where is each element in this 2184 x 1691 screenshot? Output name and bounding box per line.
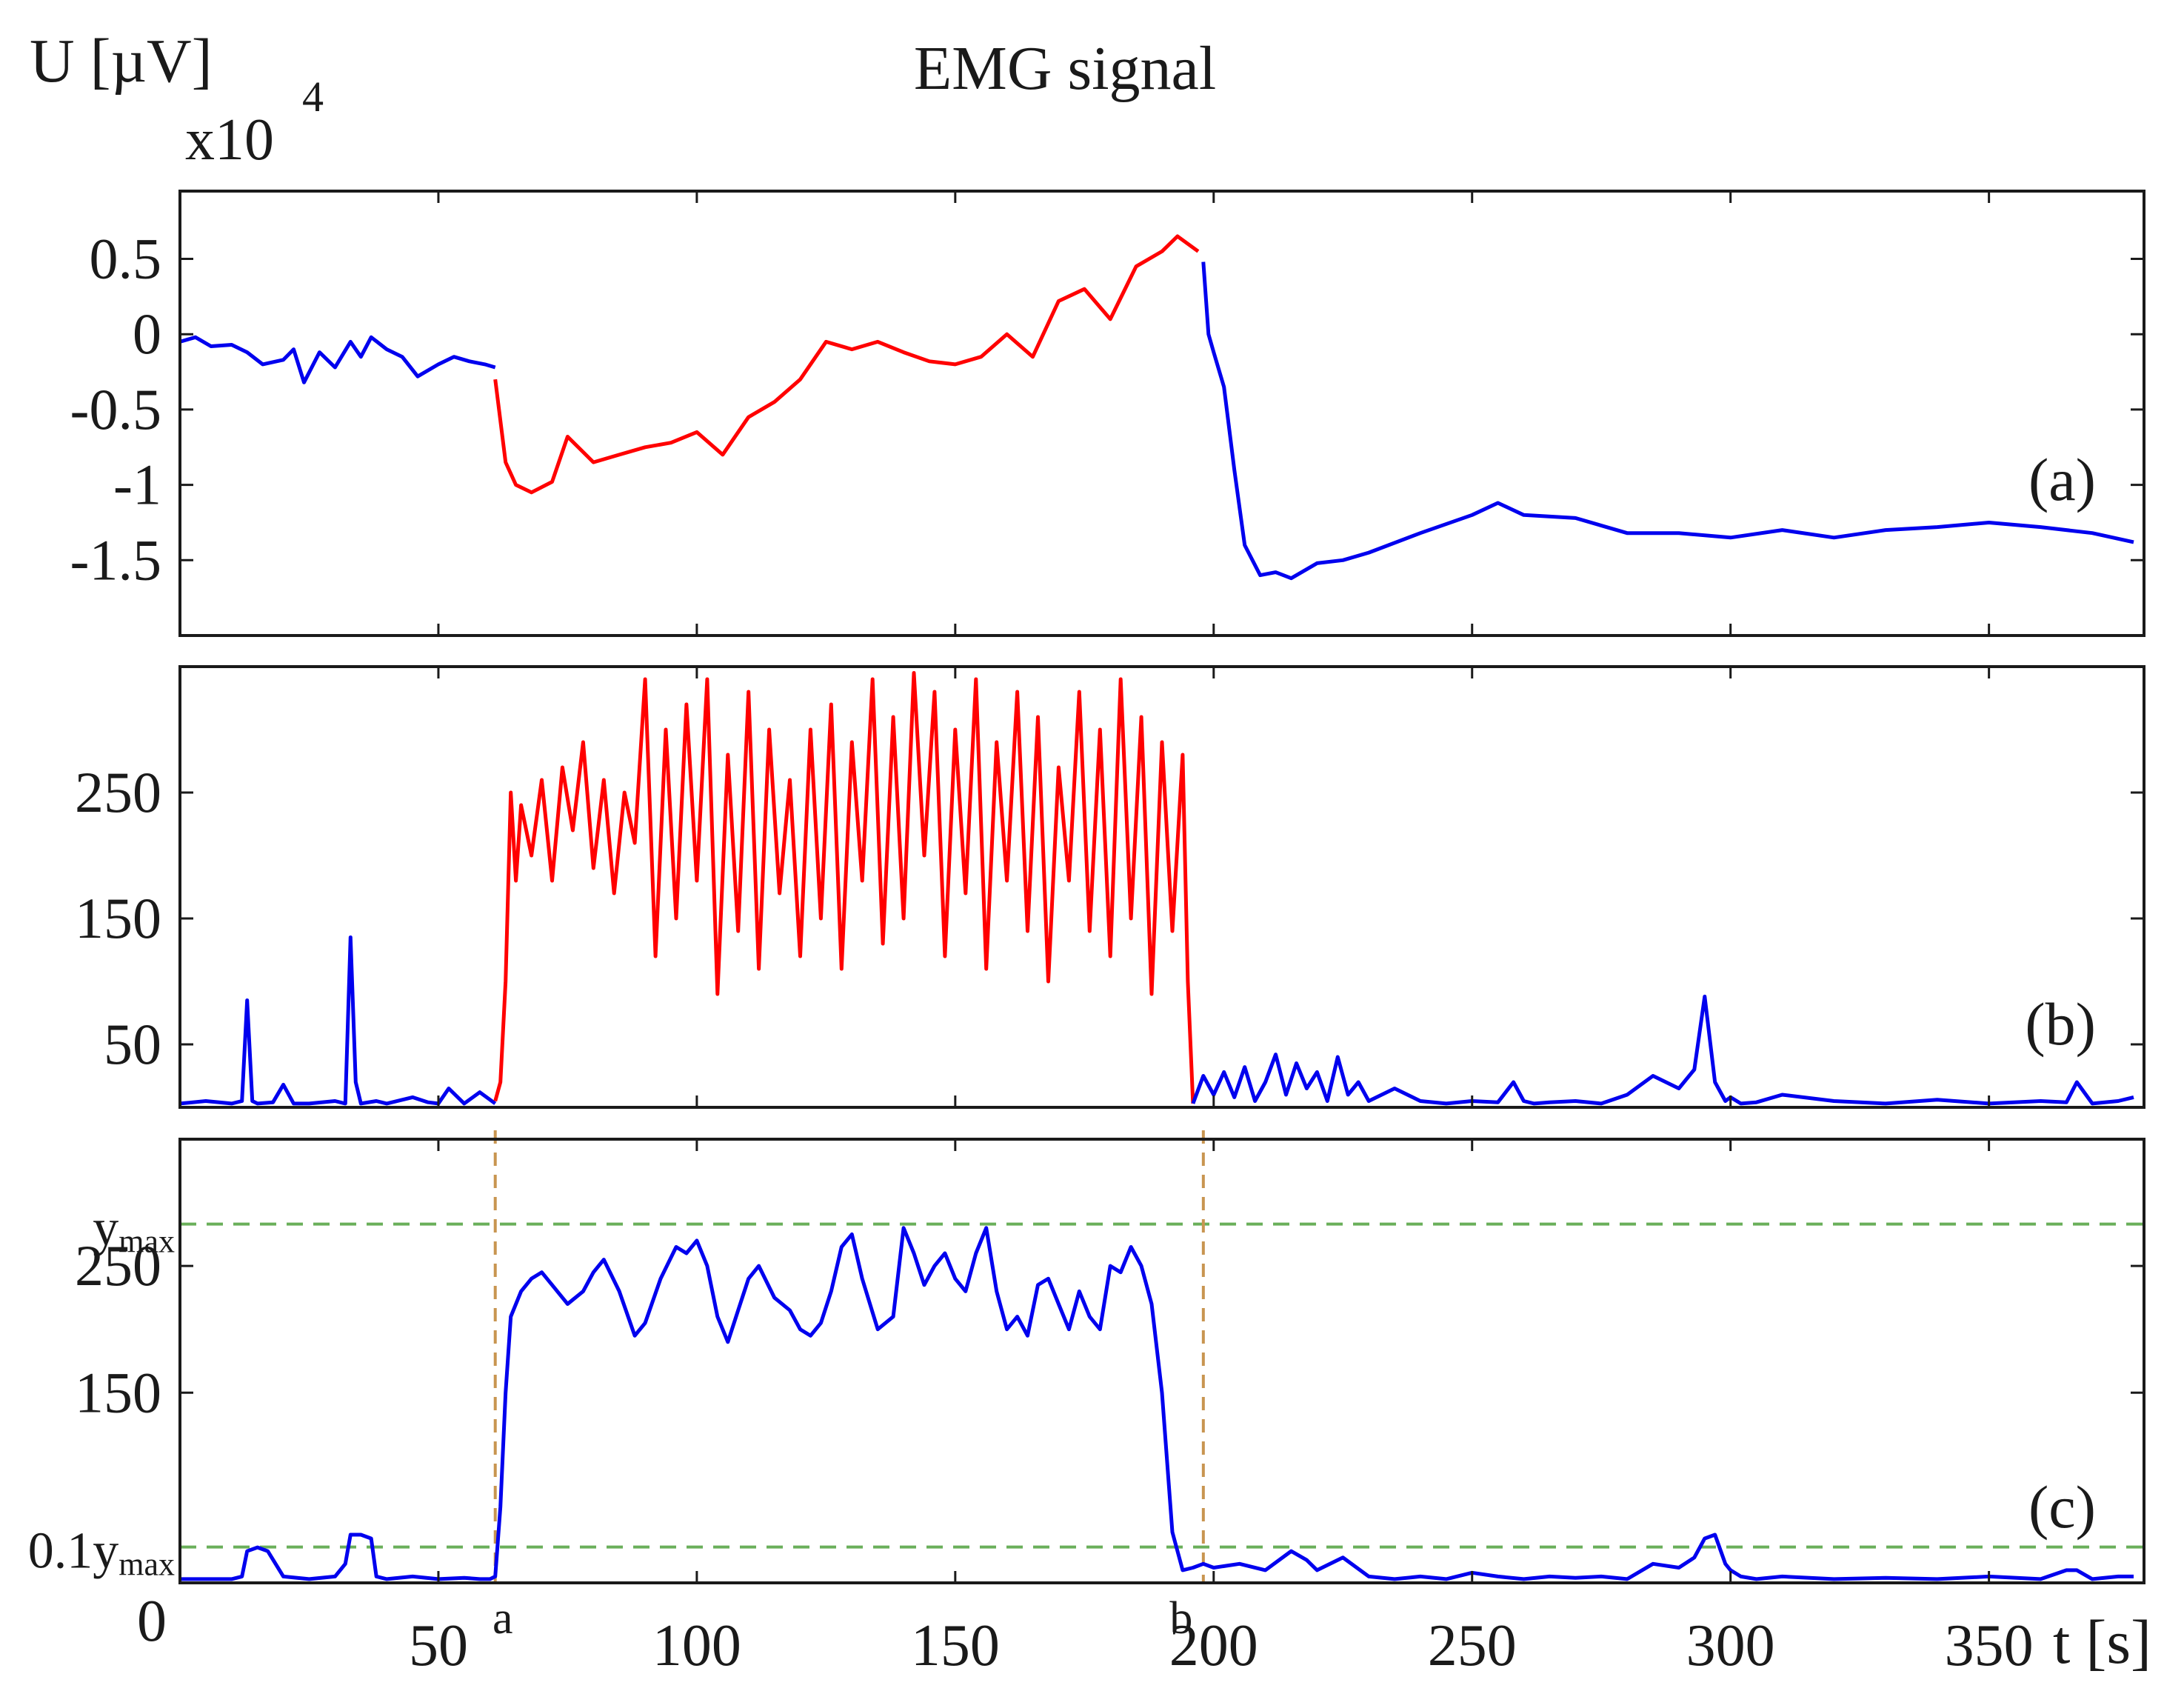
series-line-b-0 bbox=[179, 935, 497, 1106]
y-axis-label: U [µV] bbox=[30, 27, 213, 96]
y-tick-label: 250 bbox=[75, 1233, 161, 1298]
y-tick-label: 150 bbox=[75, 1360, 161, 1424]
x-axis-label: t [s] bbox=[2053, 1608, 2151, 1677]
x-tick-label: 0 bbox=[137, 1589, 167, 1654]
y-tick-label: 250 bbox=[75, 760, 161, 824]
x-tick-label: 100 bbox=[652, 1613, 741, 1678]
x-tick-label: 150 bbox=[911, 1613, 1000, 1678]
panel-c: ymax 0.1ymax 250 150 (c) bbox=[28, 1130, 2145, 1584]
series-line-a-1 bbox=[493, 234, 1200, 495]
x-tick-label: 300 bbox=[1686, 1613, 1775, 1678]
series-line-b-2 bbox=[1191, 994, 2134, 1106]
panel-a: 0.5 0 -0.5 -1 -1.5 (a) bbox=[70, 190, 2145, 637]
threshold-label: 0.1ymax bbox=[28, 1523, 175, 1583]
x-tick-label: 200 bbox=[1169, 1613, 1258, 1678]
y-tick-label: 50 bbox=[104, 1012, 161, 1076]
panel-frame bbox=[178, 190, 2145, 637]
event-marker-label: b bbox=[1169, 1593, 1192, 1644]
y-tick-label: 0.5 bbox=[90, 227, 162, 291]
x-tick-label: 350 bbox=[1945, 1613, 2034, 1678]
y-scale-exponent: 4 bbox=[302, 73, 324, 121]
panel-tag: (b) bbox=[2025, 990, 2096, 1058]
y-tick-label: 150 bbox=[75, 886, 161, 950]
y-tick-label: 0 bbox=[133, 301, 161, 366]
y-tick-label: -1 bbox=[113, 453, 161, 517]
series-line-b-1 bbox=[493, 671, 1195, 1104]
x-tick-label: 50 bbox=[409, 1613, 468, 1678]
series-line-a-0 bbox=[179, 335, 496, 384]
series-line-c-0 bbox=[180, 1226, 2134, 1581]
x-tick-label: 250 bbox=[1428, 1613, 1517, 1678]
panel-b: 250 150 50 (b) bbox=[75, 665, 2145, 1109]
y-scale-note: x10 bbox=[185, 107, 274, 173]
panel-tag: (c) bbox=[2028, 1473, 2096, 1541]
panel-frame bbox=[178, 1138, 2145, 1584]
panel-tag: (a) bbox=[2028, 446, 2096, 513]
event-marker-label: a bbox=[492, 1593, 513, 1644]
threshold-label: ymax bbox=[93, 1200, 175, 1260]
panel-frame bbox=[178, 665, 2145, 1109]
y-tick-label: -1.5 bbox=[70, 527, 161, 592]
chart-title: EMG signal bbox=[914, 34, 1216, 103]
series-line-a-2 bbox=[1201, 261, 2134, 581]
y-tick-label: -0.5 bbox=[70, 377, 161, 441]
